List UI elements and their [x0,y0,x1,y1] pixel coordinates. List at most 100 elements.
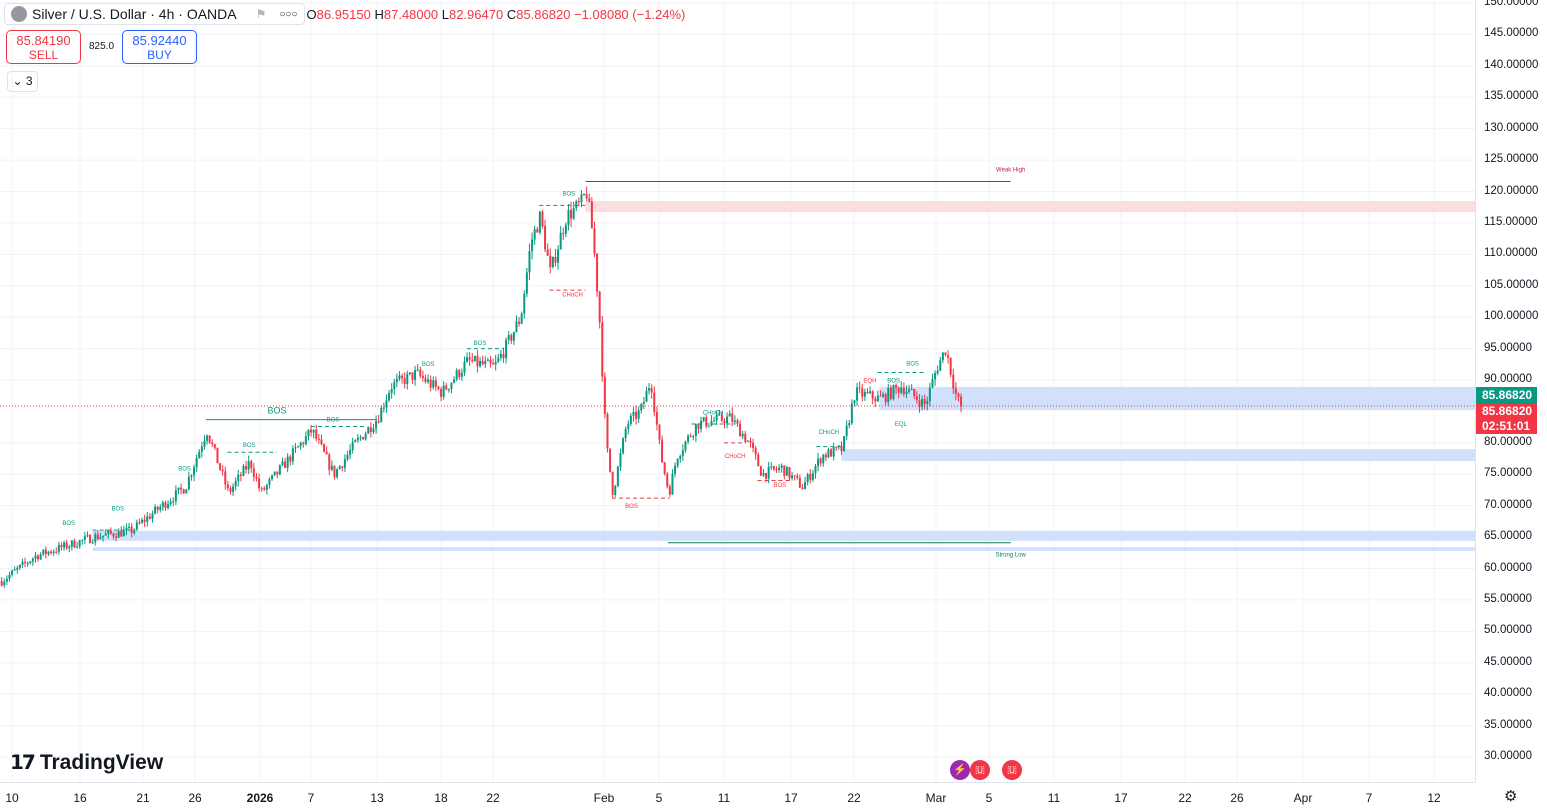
candle-body [52,551,55,553]
candle-body [47,551,50,555]
candle-body [689,435,692,437]
candle-body [611,471,614,495]
price-tick: 80.00000 [1484,435,1532,448]
candle-body [117,530,120,538]
candle-body [125,527,128,531]
candle-body [18,564,21,568]
candle-body [858,387,861,389]
candle-body [671,473,674,495]
candle-body [583,194,586,196]
candle-body [89,535,92,544]
candle-body [845,425,848,437]
candle-body [733,420,736,422]
candle-body [206,435,209,441]
candle-body [889,387,892,399]
price-tick: 150.00000 [1484,0,1539,8]
candle-body [871,391,874,399]
candle-body [213,444,216,448]
candle-body [154,506,157,514]
sell-button[interactable]: 85.84190 SELL [6,30,81,64]
candle-body [533,229,536,240]
candle-body [681,450,684,456]
candle-body [588,198,591,202]
candle-body [341,466,344,468]
price-tick: 135.00000 [1484,90,1539,103]
indicators-toggle[interactable]: ⌄ 3 [7,71,38,92]
candle-body [484,360,487,365]
price-chart[interactable]: Weak High Strong Low BOS BOS BOS BOS BOS BOS BOS… [0,0,1475,782]
candle-body [593,228,596,254]
candle-body [798,477,801,488]
candle-body [796,475,799,478]
time-tick: 5 [655,791,663,805]
price-tick: 45.00000 [1484,655,1532,668]
candle-body [635,411,638,419]
candle-body [362,437,365,440]
time-tick: 7 [307,791,315,805]
candle-body [390,389,393,393]
candle-body [736,420,739,424]
structure-label: BOS [111,507,124,513]
candle-body [414,370,417,380]
time-tick: 2026 [246,791,274,805]
logo-text: TradingView [39,750,164,774]
candle-body [403,377,406,385]
price-tick: 110.00000 [1484,247,1538,260]
candle-body [913,389,916,396]
candle-body [952,374,955,389]
candle-body [538,211,541,233]
structure-label: BOS [474,341,487,347]
candle-body [109,530,112,534]
candle-body [346,454,349,460]
symbol-button[interactable]: Silver / U.S. Dollar · 4h · OANDA ⚑ ○○○ [4,3,305,25]
candle-body [765,472,768,479]
annotations: Weak High Strong Low BOS BOS BOS BOS BOS BOS BOS… [62,167,1026,558]
settings-gear-icon[interactable]: ⚙ [1504,788,1518,805]
us-flag-event-icon[interactable]: 🇺 [1002,760,1022,780]
candle-body [122,530,125,537]
time-axis[interactable]: 10 16 21 26 2026 7 13 18 22 Feb 5 11 17 22 Mar 5 11 17 22 2… [0,782,1475,811]
candle-body [518,321,521,324]
time-tick: 17 [1114,791,1128,805]
candle-body [897,387,900,393]
candle-body [193,467,196,476]
event-flash-icon[interactable]: ⚡ [950,760,970,780]
candle-body [609,448,612,472]
candle-body [112,533,115,537]
price-tick: 95.00000 [1484,341,1532,354]
low-label: L [441,6,449,22]
candle-body [499,353,502,358]
open-label: O [306,6,317,22]
candle-body [437,386,440,390]
buy-label: BUY [147,48,172,62]
candle-body [200,446,203,452]
us-flag-event-icon[interactable]: 🇺 [970,760,990,780]
structure-label: BOS [906,362,919,368]
candle-body [528,251,531,273]
candle-body [694,423,697,437]
candle-body [141,519,144,523]
candle-body [723,420,726,424]
candle-body [258,478,261,489]
candle-body [297,446,300,448]
candle-body [661,439,664,463]
price-axis[interactable]: 150.00000 145.00000 140.00000 135.00000 130.… [1475,0,1547,782]
candle-body [284,461,287,468]
candle-body [351,442,354,450]
candle-body [372,428,375,433]
candle-body [947,355,950,358]
candle-body [679,455,682,459]
candle-body [757,454,760,467]
candle-body [637,410,640,419]
buy-button[interactable]: 85.92440 BUY [122,30,197,64]
candle-body [133,529,136,534]
candle-body [863,392,866,397]
candle-body [606,413,609,449]
candle-body [658,424,661,440]
more-icon[interactable]: ○○○ [279,8,298,20]
candle-body [55,551,58,553]
candle-body [666,473,669,487]
candle-body [489,359,492,364]
tradingview-logo[interactable]: 𝟭𝟳 TradingView [10,750,163,775]
flag-icon[interactable]: ⚑ [255,7,267,21]
